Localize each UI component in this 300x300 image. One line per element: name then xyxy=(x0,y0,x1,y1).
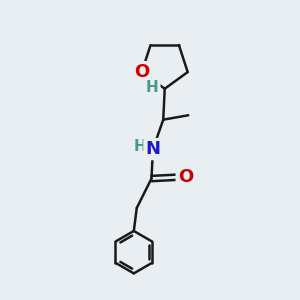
Text: O: O xyxy=(178,168,193,186)
Text: H: H xyxy=(133,139,146,154)
Text: N: N xyxy=(146,140,160,158)
Text: H: H xyxy=(146,80,159,95)
Text: O: O xyxy=(134,63,149,81)
